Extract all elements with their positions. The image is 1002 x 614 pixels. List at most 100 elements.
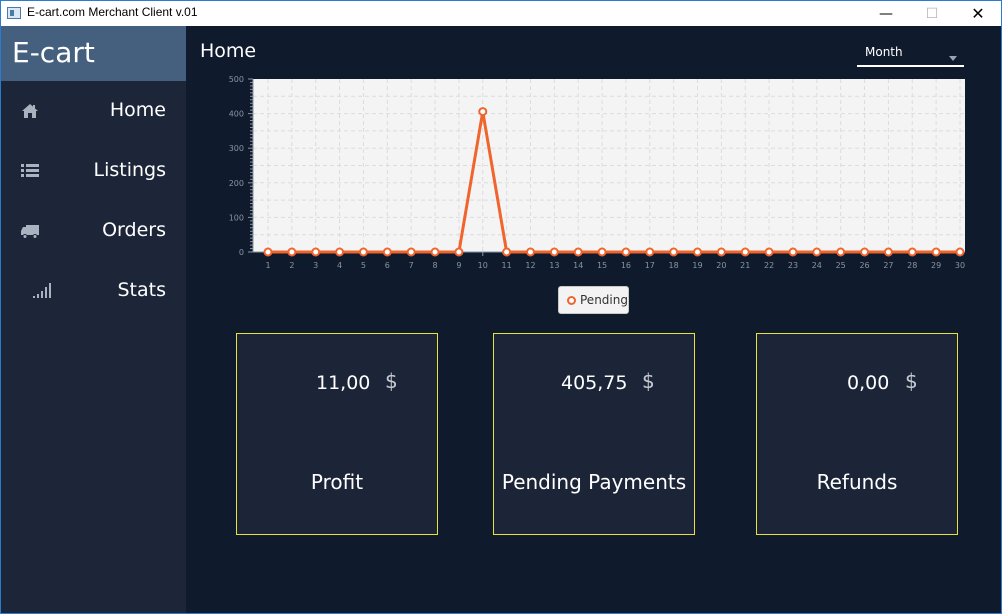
data-point	[287, 247, 297, 257]
sidebar-item-listings[interactable]: Listings	[0, 141, 186, 201]
refunds-card: 0,00 $ Refunds	[756, 333, 958, 535]
x-tick-label: 16	[621, 261, 631, 270]
data-point	[263, 247, 273, 257]
sidebar-item-orders[interactable]: Orders	[0, 201, 186, 261]
minimize-button[interactable]: —	[879, 6, 893, 22]
x-tick-label: 26	[859, 261, 869, 270]
x-tick-label: 5	[361, 261, 366, 270]
data-point	[836, 247, 846, 257]
data-point	[525, 247, 535, 257]
x-tick-label: 20	[716, 261, 726, 270]
app-icon	[7, 7, 21, 19]
truck-icon	[20, 221, 40, 241]
pending-payments-caption: Pending Payments	[501, 470, 687, 494]
sidebar-item-label: Orders	[102, 219, 166, 241]
data-point	[502, 247, 512, 257]
period-select[interactable]: Month	[857, 42, 964, 67]
data-point	[740, 247, 750, 257]
data-point	[311, 247, 321, 257]
x-tick-label: 12	[525, 261, 535, 270]
x-tick-label: 11	[502, 261, 512, 270]
x-tick-label: 7	[409, 261, 414, 270]
data-point	[955, 247, 965, 257]
dollar-icon: $	[905, 369, 918, 393]
window-titlebar: E-cart.com Merchant Client v.01 — ☐ ✕	[0, 0, 1002, 26]
data-point	[693, 247, 703, 257]
page-title: Home	[200, 40, 257, 62]
y-tick-label: 300	[229, 144, 244, 153]
x-tick-label: 14	[573, 261, 583, 270]
sidebar-item-label: Home	[109, 99, 166, 121]
x-tick-label: 17	[645, 261, 655, 270]
data-point	[549, 247, 559, 257]
brand-header: E-cart	[0, 26, 186, 81]
data-point	[788, 247, 798, 257]
refunds-amount: 0,00	[847, 372, 890, 394]
profit-amount: 11,00	[316, 372, 371, 394]
x-tick-label: 28	[907, 261, 917, 270]
data-point	[669, 247, 679, 257]
data-point	[597, 247, 607, 257]
x-tick-label: 23	[788, 261, 798, 270]
y-tick-label: 100	[229, 213, 244, 222]
sidebar: E-cart Home Listings	[0, 26, 186, 614]
x-tick-label: 29	[931, 261, 941, 270]
maximize-button[interactable]: ☐	[925, 6, 939, 22]
period-select-value: Month	[865, 45, 903, 59]
data-point	[406, 247, 416, 257]
data-point	[382, 247, 392, 257]
data-point	[716, 247, 726, 257]
legend-label: Pending	[580, 293, 628, 307]
x-tick-label: 8	[432, 261, 437, 270]
x-tick-label: 3	[313, 261, 318, 270]
x-tick-label: 18	[669, 261, 679, 270]
chevron-down-icon	[948, 48, 958, 61]
sidebar-item-label: Listings	[93, 159, 167, 181]
x-tick-label: 6	[385, 261, 390, 270]
refunds-caption: Refunds	[816, 470, 898, 494]
plot-area	[253, 79, 965, 252]
x-tick-label: 24	[812, 261, 822, 270]
sidebar-item-home[interactable]: Home	[0, 81, 186, 141]
data-point	[860, 247, 870, 257]
pending-payments-card: 405,75 $ Pending Payments	[493, 333, 695, 535]
data-point	[430, 247, 440, 257]
x-tick-label: 4	[337, 261, 342, 270]
data-point	[812, 247, 822, 257]
sidebar-item-label: Stats	[117, 279, 166, 301]
y-tick-label: 0	[239, 248, 244, 257]
data-point	[883, 247, 893, 257]
y-tick-label: 200	[229, 179, 244, 188]
sidebar-item-stats[interactable]: Stats	[0, 261, 186, 321]
data-point	[573, 247, 583, 257]
pending-payments-amount: 405,75	[561, 372, 628, 394]
profit-caption: Profit	[310, 470, 364, 494]
data-point	[358, 247, 368, 257]
x-tick-label: 13	[549, 261, 559, 270]
close-button[interactable]: ✕	[971, 4, 985, 23]
x-tick-label: 21	[740, 261, 750, 270]
x-tick-label: 1	[265, 261, 270, 270]
data-point	[621, 247, 631, 257]
x-tick-label: 25	[836, 261, 846, 270]
window-title: E-cart.com Merchant Client v.01	[27, 5, 198, 19]
x-tick-label: 9	[456, 261, 461, 270]
x-tick-label: 2	[289, 261, 294, 270]
x-tick-label: 30	[955, 261, 965, 270]
profit-card: 11,00 $ Profit	[236, 333, 438, 535]
data-point	[478, 107, 488, 117]
x-tick-label: 22	[764, 261, 774, 270]
signal-bars-icon	[20, 281, 51, 301]
data-point	[645, 247, 655, 257]
pending-line-chart: 0 100 200 300 400 500 1 2 3 4 5 6 7 8 9 10 11 12 13 14 15 16 1…	[225, 72, 970, 282]
data-point	[454, 247, 464, 257]
y-tick-label: 400	[229, 110, 244, 119]
list-icon	[20, 161, 40, 181]
x-tick-label: 15	[597, 261, 607, 270]
dollar-icon: $	[642, 369, 655, 393]
x-tick-label: 19	[692, 261, 702, 270]
home-icon	[20, 101, 40, 121]
x-tick-label: 10	[478, 261, 488, 270]
x-tick-label: 27	[883, 261, 893, 270]
